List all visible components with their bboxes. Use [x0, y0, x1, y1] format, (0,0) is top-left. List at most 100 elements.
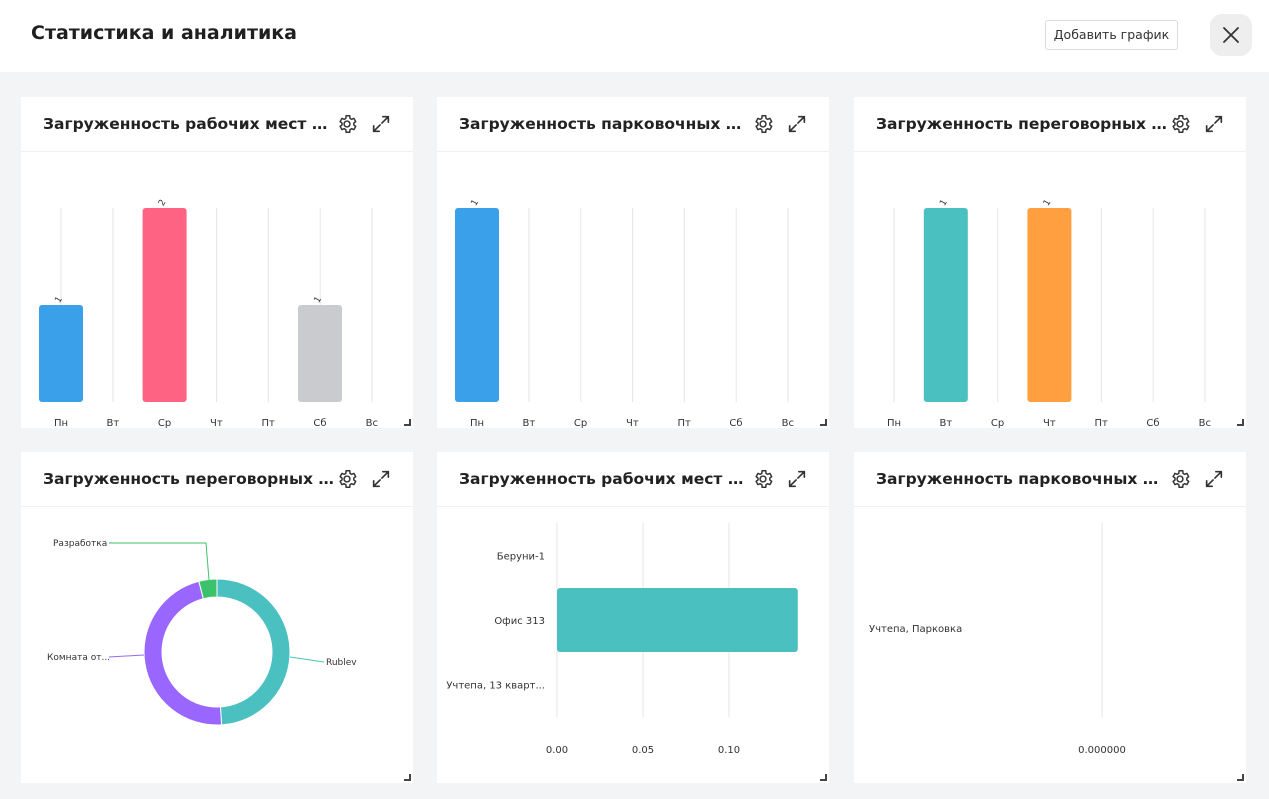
expand-arrows — [788, 470, 806, 488]
gear-outline — [339, 470, 357, 488]
card-header: Загруженность парковочных мест — [854, 452, 1246, 507]
data-label: 1 — [938, 198, 950, 208]
horizontal-bar-chart: 0.000000 Учтепа, Парковка — [869, 523, 1126, 756]
gear-outline — [1172, 470, 1190, 488]
expand-icon[interactable] — [1203, 113, 1225, 135]
leader-line — [289, 656, 325, 663]
gear-hub — [1176, 120, 1184, 128]
gear-hub — [343, 120, 351, 128]
x-tick-label: Пт — [678, 418, 692, 428]
gear-icon[interactable] — [752, 113, 774, 135]
x-tick-label: Чт — [1043, 418, 1056, 428]
card-title: Загруженность переговорных комнат — [43, 470, 335, 488]
horizontal-bar-chart: 0.00 0.05 0.10 Беруни-1 Офис 313 Учтепа, 13 к… — [446, 523, 798, 756]
resize-handle[interactable] — [404, 774, 411, 781]
header: Статистика и аналитика Добавить график — [0, 0, 1269, 72]
x-tick-label: Ср — [158, 418, 171, 428]
expand-icon[interactable] — [370, 468, 392, 490]
leader-line — [109, 542, 210, 581]
chart-card-workplaces-week: Загруженность рабочих мест за неделю 1 Пн… — [21, 97, 413, 428]
gear-outline — [755, 115, 773, 133]
x-tick-label: Ср — [991, 418, 1004, 428]
gear-icon[interactable] — [336, 113, 358, 135]
expand-arrows — [372, 470, 390, 488]
slice-label: Комната от... — [47, 653, 110, 663]
x-tick-label: Чт — [210, 418, 223, 428]
card-header: Загруженность рабочих мест по этажам — [437, 452, 829, 507]
card-title: Загруженность парковочных мест за неделю — [459, 115, 751, 133]
expand-icon[interactable] — [786, 113, 808, 135]
bar — [1027, 208, 1072, 402]
y-tick-label: Офис 313 — [494, 616, 545, 627]
close-icon — [1223, 27, 1239, 43]
card-title: Загруженность рабочих мест за неделю — [43, 115, 335, 133]
add-chart-button[interactable]: Добавить график — [1045, 20, 1178, 50]
x-tick-label: Вт — [939, 418, 952, 428]
bar — [557, 588, 798, 652]
data-label: 1 — [54, 295, 66, 305]
chart-card-parking-week: Загруженность парковочных мест за неделю… — [437, 97, 829, 428]
dashboard-grid: Загруженность рабочих мест за неделю 1 Пн… — [0, 72, 1269, 799]
y-tick-label: Учтепа, 13 кварт... — [446, 681, 545, 692]
expand-icon[interactable] — [1203, 468, 1225, 490]
gear-icon[interactable] — [1169, 468, 1191, 490]
card-title: Загруженность рабочих мест по этажам — [459, 470, 751, 488]
expand-icon[interactable] — [786, 468, 808, 490]
bar-chart: 1 Пн Вт Ср Чт Пт Сб Вс — [455, 198, 794, 428]
expand-icon[interactable] — [370, 113, 392, 135]
data-label: 1 — [1042, 198, 1054, 208]
doughnut-chart: Rublev Комната от... Разработка — [47, 539, 357, 726]
gear-hub — [759, 475, 767, 483]
x-tick-label: 0.10 — [718, 745, 740, 756]
card-title: Загруженность парковочных мест — [876, 470, 1168, 488]
chart-card-meeting-rooms: Загруженность переговорных комнат Rublev… — [21, 452, 413, 783]
gear-icon[interactable] — [752, 468, 774, 490]
x-tick-label: Сб — [313, 418, 326, 428]
gear-hub — [1176, 475, 1184, 483]
gear-outline — [755, 470, 773, 488]
page-title: Статистика и аналитика — [31, 22, 297, 44]
slice-label: Rublev — [326, 658, 357, 668]
x-tick-label: 0.05 — [632, 745, 654, 756]
x-tick-label: 0.00 — [546, 745, 568, 756]
x-tick-label: Вс — [782, 418, 794, 428]
data-label: 1 — [313, 295, 325, 305]
x-tick-label: Сб — [1146, 418, 1159, 428]
x-tick-label: Пн — [470, 418, 484, 428]
x-tick-label: Вт — [522, 418, 535, 428]
doughnut-slice — [143, 580, 223, 726]
gear-hub — [759, 120, 767, 128]
card-title: Загруженность переговорных комнат за нед… — [876, 115, 1168, 133]
data-label: 2 — [157, 198, 169, 208]
x-tick-label: Ср — [574, 418, 587, 428]
card-header: Загруженность рабочих мест за неделю — [21, 97, 413, 152]
chart-card-meeting-rooms-week: Загруженность переговорных комнат за нед… — [854, 97, 1246, 428]
card-header: Загруженность переговорных комнат — [21, 452, 413, 507]
expand-arrows — [1205, 115, 1223, 133]
gear-outline — [1172, 115, 1190, 133]
resize-handle[interactable] — [1237, 419, 1244, 426]
doughnut-slice — [198, 578, 218, 600]
expand-arrows — [372, 115, 390, 133]
doughnut-slice — [216, 578, 291, 726]
expand-arrows — [1205, 470, 1223, 488]
bar — [455, 208, 499, 402]
resize-handle[interactable] — [404, 419, 411, 426]
x-tick-label: Вт — [106, 418, 119, 428]
slice-label: Разработка — [53, 539, 107, 549]
gear-icon[interactable] — [336, 468, 358, 490]
resize-handle[interactable] — [1237, 774, 1244, 781]
gear-icon[interactable] — [1169, 113, 1191, 135]
close-button[interactable] — [1210, 14, 1252, 56]
x-tick-label: Пт — [262, 418, 276, 428]
leader-line — [108, 654, 145, 658]
bar — [923, 208, 968, 402]
resize-handle[interactable] — [820, 419, 827, 426]
chart-card-workplaces-floors: Загруженность рабочих мест по этажам 0.0… — [437, 452, 829, 783]
y-tick-label: Беруни-1 — [497, 551, 545, 562]
data-label: 1 — [470, 198, 482, 208]
bar-chart: 1 Пн Вт 2 Ср Чт Пт 1 Сб Вс — [39, 198, 378, 428]
card-header: Загруженность парковочных мест за неделю — [437, 97, 829, 152]
x-tick-label: Вс — [366, 418, 378, 428]
resize-handle[interactable] — [820, 774, 827, 781]
